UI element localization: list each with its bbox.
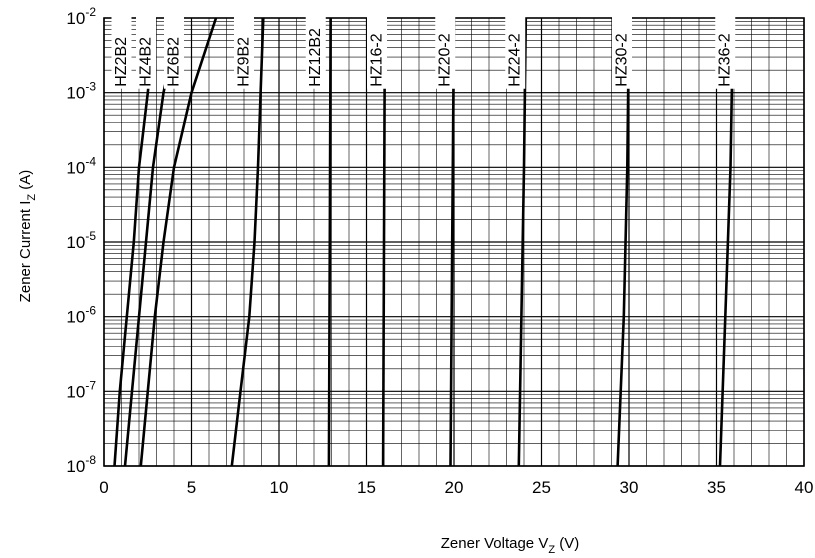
y-tick-base: 10 — [66, 158, 85, 177]
x-axis-title: Zener Voltage VZ (V) — [441, 535, 579, 556]
y-tick-label: 10-3 — [66, 80, 96, 103]
series-label-hz20-2: HZ20-2 — [437, 33, 454, 86]
y-tick-exponent: -2 — [85, 5, 96, 19]
y-tick-exponent: -6 — [85, 304, 96, 318]
series-label-hz36-2: HZ36-2 — [717, 33, 734, 86]
y-tick-label: 10-6 — [66, 304, 96, 327]
y-tick-label: 10-7 — [66, 378, 96, 401]
series-label-hz2b2: HZ2B2 — [113, 37, 130, 87]
y-tick-exponent: -5 — [85, 229, 96, 243]
x-tick-label: 5 — [187, 478, 196, 497]
y-tick-base: 10 — [66, 308, 85, 327]
y-tick-exponent: -4 — [85, 154, 96, 168]
y-tick-exponent: -8 — [85, 453, 96, 467]
y-tick-base: 10 — [66, 233, 85, 252]
y-tick-exponent: -7 — [85, 378, 96, 392]
x-tick-label: 15 — [357, 478, 376, 497]
y-axis-title: Zener Current IZ (A) — [17, 170, 38, 303]
y-tick-labels: 10-810-710-610-510-410-310-2 — [66, 5, 96, 476]
series-label-hz9b2: HZ9B2 — [236, 37, 253, 87]
series-label-hz24-2: HZ24-2 — [507, 33, 524, 86]
x-tick-label: 20 — [445, 478, 464, 497]
y-tick-base: 10 — [66, 382, 85, 401]
series-label-hz30-2: HZ30-2 — [614, 33, 631, 86]
series-line-hz12b2 — [329, 18, 331, 466]
series-label-hz4b2: HZ4B2 — [138, 37, 155, 87]
x-tick-label: 0 — [99, 478, 108, 497]
x-axis-title-unit: (V) — [555, 535, 579, 552]
x-tick-labels: 0 5 10 15 20 25 30 35 40 — [99, 478, 813, 497]
y-tick-label: 10-4 — [66, 154, 96, 177]
series-label-hz12b2: HZ12B2 — [307, 28, 324, 87]
x-tick-label: 25 — [532, 478, 551, 497]
series-label-hz16-2: HZ16-2 — [369, 33, 386, 86]
y-tick-base: 10 — [66, 457, 85, 476]
y-tick-base: 10 — [66, 84, 85, 103]
x-tick-label: 30 — [620, 478, 639, 497]
y-tick-base: 10 — [66, 9, 85, 28]
x-tick-label: 10 — [270, 478, 289, 497]
y-tick-exponent: -3 — [85, 80, 96, 94]
y-axis-title-unit: (A) — [17, 170, 34, 194]
y-axis-title-main: Zener Current I — [17, 201, 34, 303]
x-axis-title-main: Zener Voltage V — [441, 535, 549, 552]
x-tick-label: 35 — [707, 478, 726, 497]
y-tick-label: 10-5 — [66, 229, 96, 252]
y-tick-label: 10-8 — [66, 453, 96, 476]
x-tick-label: 40 — [795, 478, 814, 497]
y-tick-label: 10-2 — [66, 5, 96, 28]
series-label-hz6b2: HZ6B2 — [166, 37, 183, 87]
